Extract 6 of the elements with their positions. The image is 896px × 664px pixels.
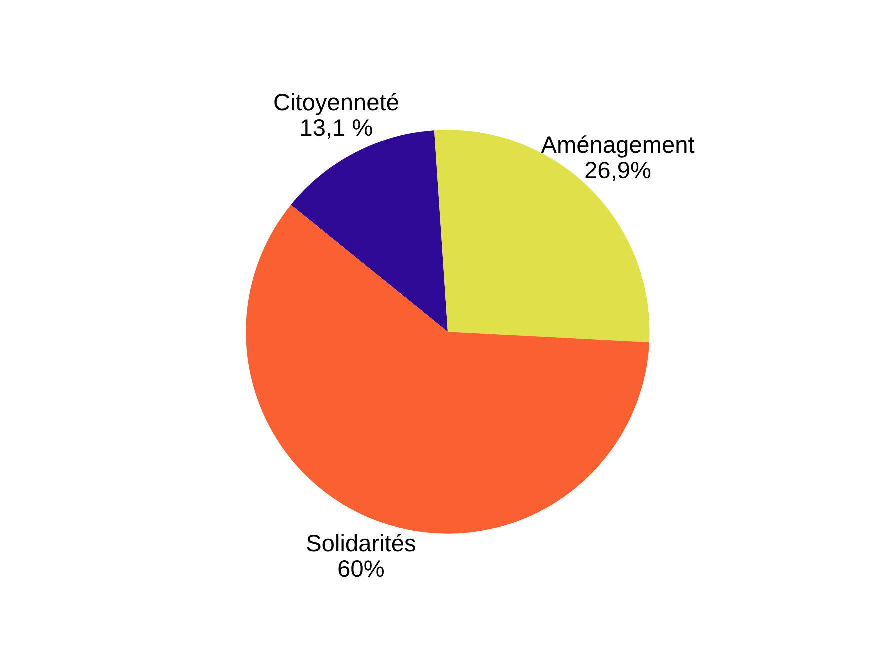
data-label: 26,9% bbox=[586, 162, 651, 182]
slice-label: Citoyenneté bbox=[274, 93, 398, 116]
slice-label: Solidarités bbox=[307, 534, 416, 552]
data-label: 60% bbox=[338, 560, 384, 578]
data-label: 13,1 % bbox=[302, 119, 372, 139]
slice-label: Aménagement bbox=[541, 136, 695, 158]
